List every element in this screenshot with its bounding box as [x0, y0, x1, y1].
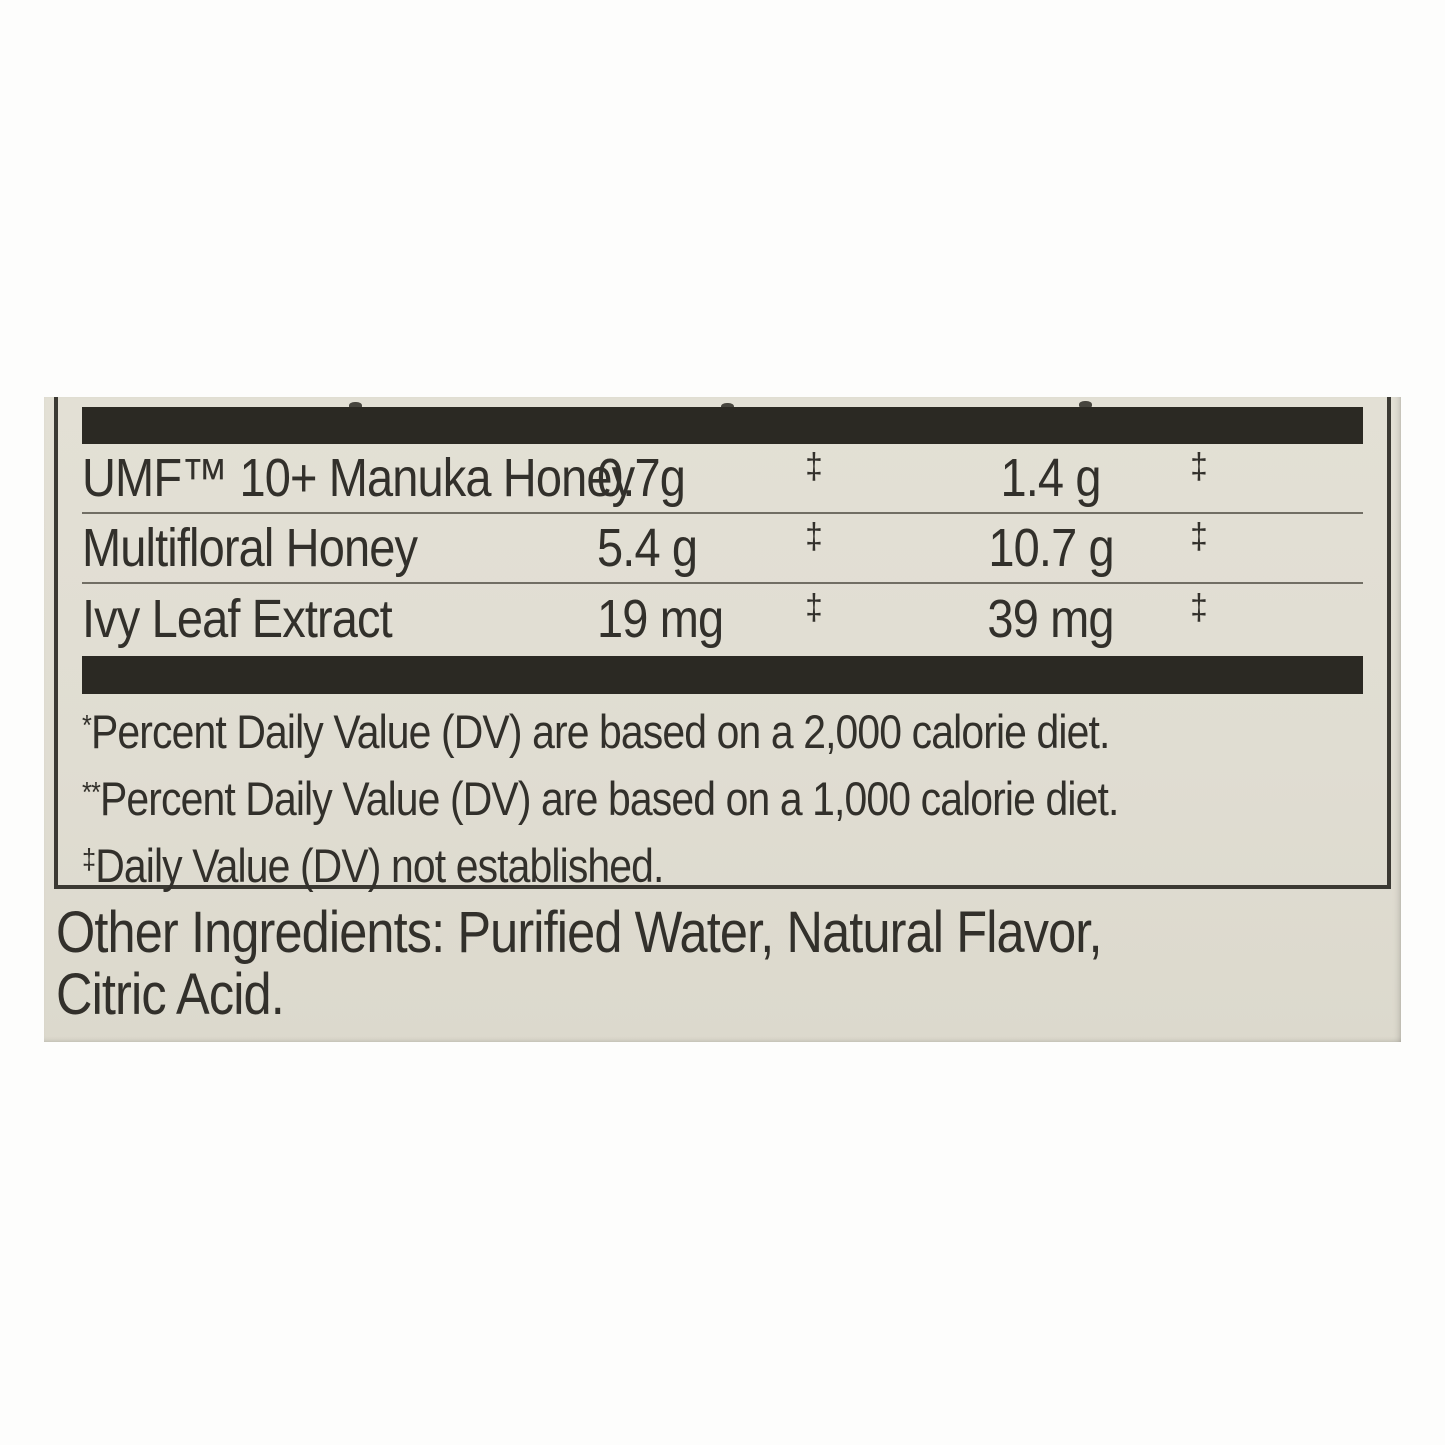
double-dagger-symbol: ‡ — [82, 843, 96, 876]
daily-value-dagger: ‡ — [805, 445, 823, 486]
table-row-multifloral-honey: Multifloral Honey 5.4 g ‡ 10.7 g ‡ — [82, 514, 1363, 584]
footnotes: *Percent Daily Value (DV) are based on a… — [82, 702, 1363, 903]
supplement-facts-box: UMF™ 10+ Manuka Honey 0.7g ‡ 1.4 g ‡ Mul… — [54, 397, 1391, 892]
cropped-text-remnant — [349, 402, 362, 410]
footnote-dv-not-established: ‡Daily Value (DV) not established. — [82, 836, 1363, 903]
daily-value-dagger: ‡ — [1190, 445, 1208, 486]
double-asterisk-symbol: ** — [82, 776, 101, 809]
daily-value-dagger: ‡ — [805, 515, 823, 556]
footnote-2000-calorie: *Percent Daily Value (DV) are based on a… — [82, 702, 1363, 769]
footnote-1000-calorie: **Percent Daily Value (DV) are based on … — [82, 769, 1363, 836]
thick-rule-top — [82, 407, 1363, 444]
amount-per-serving: 0.7g — [597, 448, 686, 508]
amount-per-serving: 5.4 g — [597, 518, 698, 578]
footnote-text: Daily Value (DV) not established. — [95, 839, 664, 892]
asterisk-symbol: * — [82, 709, 92, 742]
daily-value-dagger: ‡ — [805, 586, 823, 627]
amount-alt-serving: 10.7 g — [988, 518, 1114, 578]
ingredient-name: Ivy Leaf Extract — [82, 589, 393, 649]
other-ingredients-line: Citric Acid. — [56, 962, 285, 1027]
amount-alt-serving: 1.4 g — [1000, 448, 1102, 508]
ingredient-name: Multifloral Honey — [82, 518, 418, 578]
table-row-manuka-honey: UMF™ 10+ Manuka Honey 0.7g ‡ 1.4 g ‡ — [82, 444, 1363, 514]
daily-value-dagger: ‡ — [1190, 586, 1208, 627]
daily-value-dagger: ‡ — [1190, 515, 1208, 556]
footnote-text: Percent Daily Value (DV) are based on a … — [99, 772, 1119, 825]
other-ingredients-text: Other Ingredients: Purified Water, Natur… — [56, 902, 1386, 1026]
amount-alt-serving: 39 mg — [987, 589, 1115, 649]
footnote-text: Percent Daily Value (DV) are based on a … — [90, 705, 1110, 758]
thick-rule-bottom — [82, 656, 1363, 694]
table-row-ivy-leaf-extract: Ivy Leaf Extract 19 mg ‡ 39 mg ‡ — [82, 584, 1363, 654]
other-ingredients-line: Other Ingredients: Purified Water, Natur… — [56, 900, 1102, 965]
supplement-label-panel: UMF™ 10+ Manuka Honey 0.7g ‡ 1.4 g ‡ Mul… — [44, 397, 1401, 1042]
ingredient-name: UMF™ 10+ Manuka Honey — [82, 448, 635, 508]
amount-per-serving: 19 mg — [597, 589, 724, 649]
cropped-text-remnant — [1079, 401, 1092, 409]
